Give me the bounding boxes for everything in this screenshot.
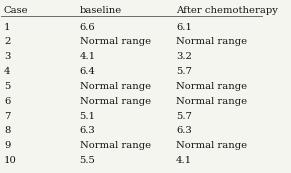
Text: 6.1: 6.1	[176, 23, 192, 32]
Text: Normal range: Normal range	[80, 97, 151, 106]
Text: 6.3: 6.3	[80, 126, 95, 135]
Text: 5: 5	[4, 82, 10, 91]
Text: 5.5: 5.5	[80, 156, 95, 165]
Text: 1: 1	[4, 23, 10, 32]
Text: Normal range: Normal range	[176, 82, 247, 91]
Text: Normal range: Normal range	[176, 97, 247, 106]
Text: 6.4: 6.4	[80, 67, 95, 76]
Text: 6: 6	[4, 97, 10, 106]
Text: 5.7: 5.7	[176, 112, 192, 121]
Text: 3: 3	[4, 52, 10, 61]
Text: 6.6: 6.6	[80, 23, 95, 32]
Text: 5.7: 5.7	[176, 67, 192, 76]
Text: Normal range: Normal range	[176, 141, 247, 150]
Text: 6.3: 6.3	[176, 126, 192, 135]
Text: After chemotherapy: After chemotherapy	[176, 7, 278, 16]
Text: 7: 7	[4, 112, 10, 121]
Text: 9: 9	[4, 141, 10, 150]
Text: 5.1: 5.1	[80, 112, 96, 121]
Text: 4.1: 4.1	[80, 52, 96, 61]
Text: baseline: baseline	[80, 7, 122, 16]
Text: 3.2: 3.2	[176, 52, 192, 61]
Text: 4.1: 4.1	[176, 156, 192, 165]
Text: Normal range: Normal range	[176, 38, 247, 47]
Text: 10: 10	[4, 156, 17, 165]
Text: 8: 8	[4, 126, 10, 135]
Text: Case: Case	[4, 7, 29, 16]
Text: Normal range: Normal range	[80, 38, 151, 47]
Text: Normal range: Normal range	[80, 82, 151, 91]
Text: 2: 2	[4, 38, 10, 47]
Text: Normal range: Normal range	[80, 141, 151, 150]
Text: 4: 4	[4, 67, 10, 76]
